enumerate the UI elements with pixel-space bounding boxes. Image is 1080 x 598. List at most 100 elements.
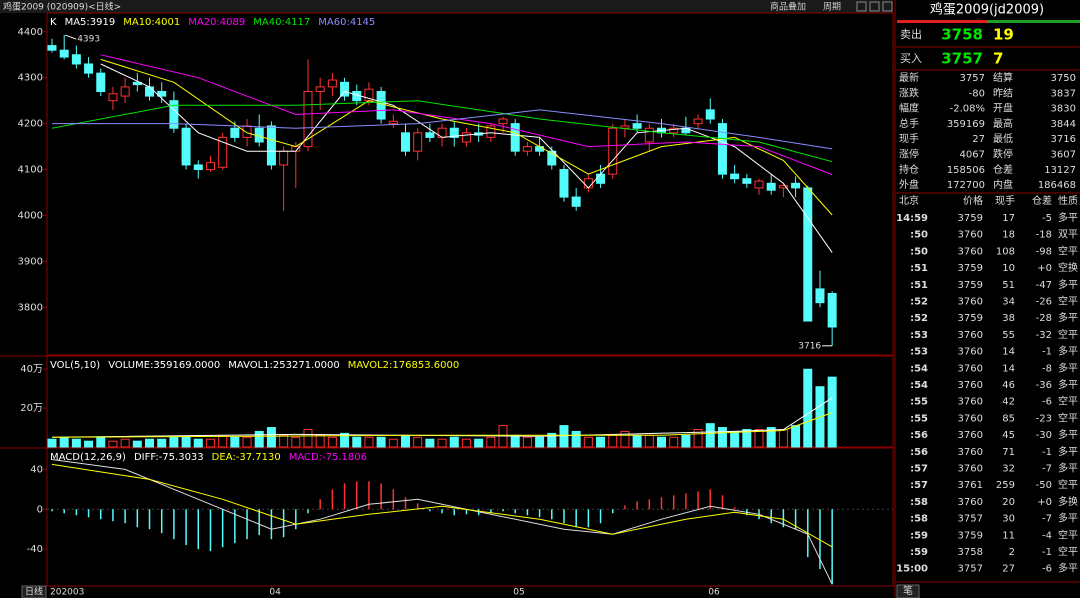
candle-body <box>827 292 837 328</box>
indicator-label: MA20:4089 <box>188 17 245 28</box>
trade-oi-change: -1 <box>1042 347 1052 358</box>
stat-label: 现手 <box>899 132 919 145</box>
indicator-line <box>51 463 833 548</box>
indicator-line <box>51 397 833 438</box>
candle-body <box>376 90 386 120</box>
trade-price: 3761 <box>958 480 983 491</box>
trades-tab-label: 笔 <box>903 584 913 597</box>
volume-bar <box>742 429 752 448</box>
trade-time: :51 <box>910 280 928 291</box>
trade-volume: 17 <box>1002 213 1015 224</box>
volume-bar <box>71 438 81 448</box>
candle-body <box>315 86 325 92</box>
indicator-header: MACD(12,26,9) DIFF:-75.3033 DEA:-37.7130 MA… <box>50 452 367 463</box>
stat-label: 内盘 <box>993 178 1013 191</box>
window-icon[interactable] <box>882 1 893 12</box>
candle-body <box>608 127 618 175</box>
trade-price: 3760 <box>958 380 983 391</box>
stat-value: 3844 <box>1051 119 1076 130</box>
stat-value: 172700 <box>947 180 985 191</box>
trade-volume: 32 <box>1002 464 1015 475</box>
candle-body <box>96 72 106 92</box>
volume-bar <box>47 438 57 448</box>
candle-body <box>510 123 520 152</box>
volume-bar <box>193 438 203 448</box>
stat-value: 158506 <box>947 165 985 176</box>
volume-bar <box>657 436 666 448</box>
indicator-line <box>100 54 833 176</box>
period-button[interactable]: 周期 <box>823 2 841 13</box>
trade-time: 14:59 <box>896 213 928 224</box>
volume-bar <box>181 436 191 448</box>
stat-label: 持仓 <box>899 163 919 176</box>
trade-time: :52 <box>910 313 928 324</box>
volume-bar <box>279 434 289 448</box>
candle-body <box>791 182 801 189</box>
trade-time: :58 <box>910 514 928 525</box>
volume-bar <box>327 436 337 448</box>
ask-price: 3758 <box>941 26 983 44</box>
candle-body <box>413 132 423 152</box>
candle-body <box>401 132 411 152</box>
volume-bar <box>388 438 398 448</box>
candle-body <box>279 150 289 166</box>
candle-body <box>461 132 471 143</box>
x-tick-label: 05 <box>513 588 524 598</box>
volume-bar <box>803 368 813 448</box>
volume-bar <box>620 430 630 448</box>
volume-bar <box>547 432 557 448</box>
volume-bar <box>218 434 228 448</box>
high-marker <box>65 34 77 40</box>
title-bar-green <box>987 20 1080 23</box>
period-tab[interactable] <box>21 585 47 598</box>
quote-title: 鸡蛋2009(jd2009) <box>930 2 1044 18</box>
period-tab-label: 日线 <box>25 586 43 598</box>
volume-bar <box>717 427 727 448</box>
indicator-line <box>52 109 833 150</box>
candle-body <box>193 164 203 171</box>
y-tick-label: 20万 <box>20 403 43 414</box>
trade-volume: 18 <box>1002 230 1015 241</box>
indicator-label: MA10:4001 <box>123 17 180 28</box>
y-tick-label: -40 <box>27 544 43 555</box>
volume-bar <box>461 438 471 448</box>
trade-volume: 14 <box>1002 363 1015 374</box>
volume-bar <box>510 434 520 448</box>
candle-body <box>717 123 727 175</box>
candle-body <box>693 118 703 125</box>
indicator-label: K <box>50 17 57 28</box>
candle-body <box>388 120 398 125</box>
window-icon[interactable] <box>869 1 880 12</box>
trade-oi-change: -5 <box>1042 213 1052 224</box>
volume-bar <box>486 436 496 448</box>
indicator-line <box>51 100 833 163</box>
indicator-label: MA5:3919 <box>65 17 116 28</box>
candle-body <box>571 196 581 207</box>
trade-price: 3760 <box>958 464 983 475</box>
trade-oi-change: -4 <box>1042 530 1052 541</box>
trade-price: 3760 <box>958 297 983 308</box>
trade-volume: 71 <box>1002 447 1015 458</box>
trade-nature: 双平 <box>1058 229 1078 241</box>
stat-label: 最新 <box>899 71 919 84</box>
volume-bar <box>681 434 691 448</box>
trades-tab[interactable] <box>896 584 920 598</box>
candle-body <box>547 150 557 166</box>
candle-body <box>327 79 337 88</box>
candle-body <box>218 136 228 168</box>
volume-bar <box>632 434 642 448</box>
ask-volume: 19 <box>993 26 1014 44</box>
stat-value: -2.08% <box>950 104 985 115</box>
trades-header: 现手 <box>995 194 1015 207</box>
candle-body <box>425 132 435 138</box>
overlay-button[interactable]: 商品叠加 <box>770 1 806 13</box>
trade-volume: 11 <box>1002 530 1015 541</box>
candle-body <box>583 178 593 189</box>
candle-body <box>815 288 825 304</box>
trade-nature: 多平 <box>1058 512 1078 525</box>
candle-body <box>730 173 740 180</box>
window-icon[interactable] <box>856 1 867 12</box>
candle-body <box>303 90 313 148</box>
candle-body <box>742 178 752 184</box>
